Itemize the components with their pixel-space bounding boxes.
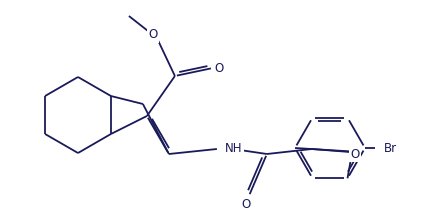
Text: NH: NH <box>225 143 242 156</box>
Text: O: O <box>214 61 224 74</box>
Text: O: O <box>241 197 250 210</box>
Text: O: O <box>148 28 158 41</box>
Text: O: O <box>350 148 360 161</box>
Text: Br: Br <box>384 141 397 155</box>
